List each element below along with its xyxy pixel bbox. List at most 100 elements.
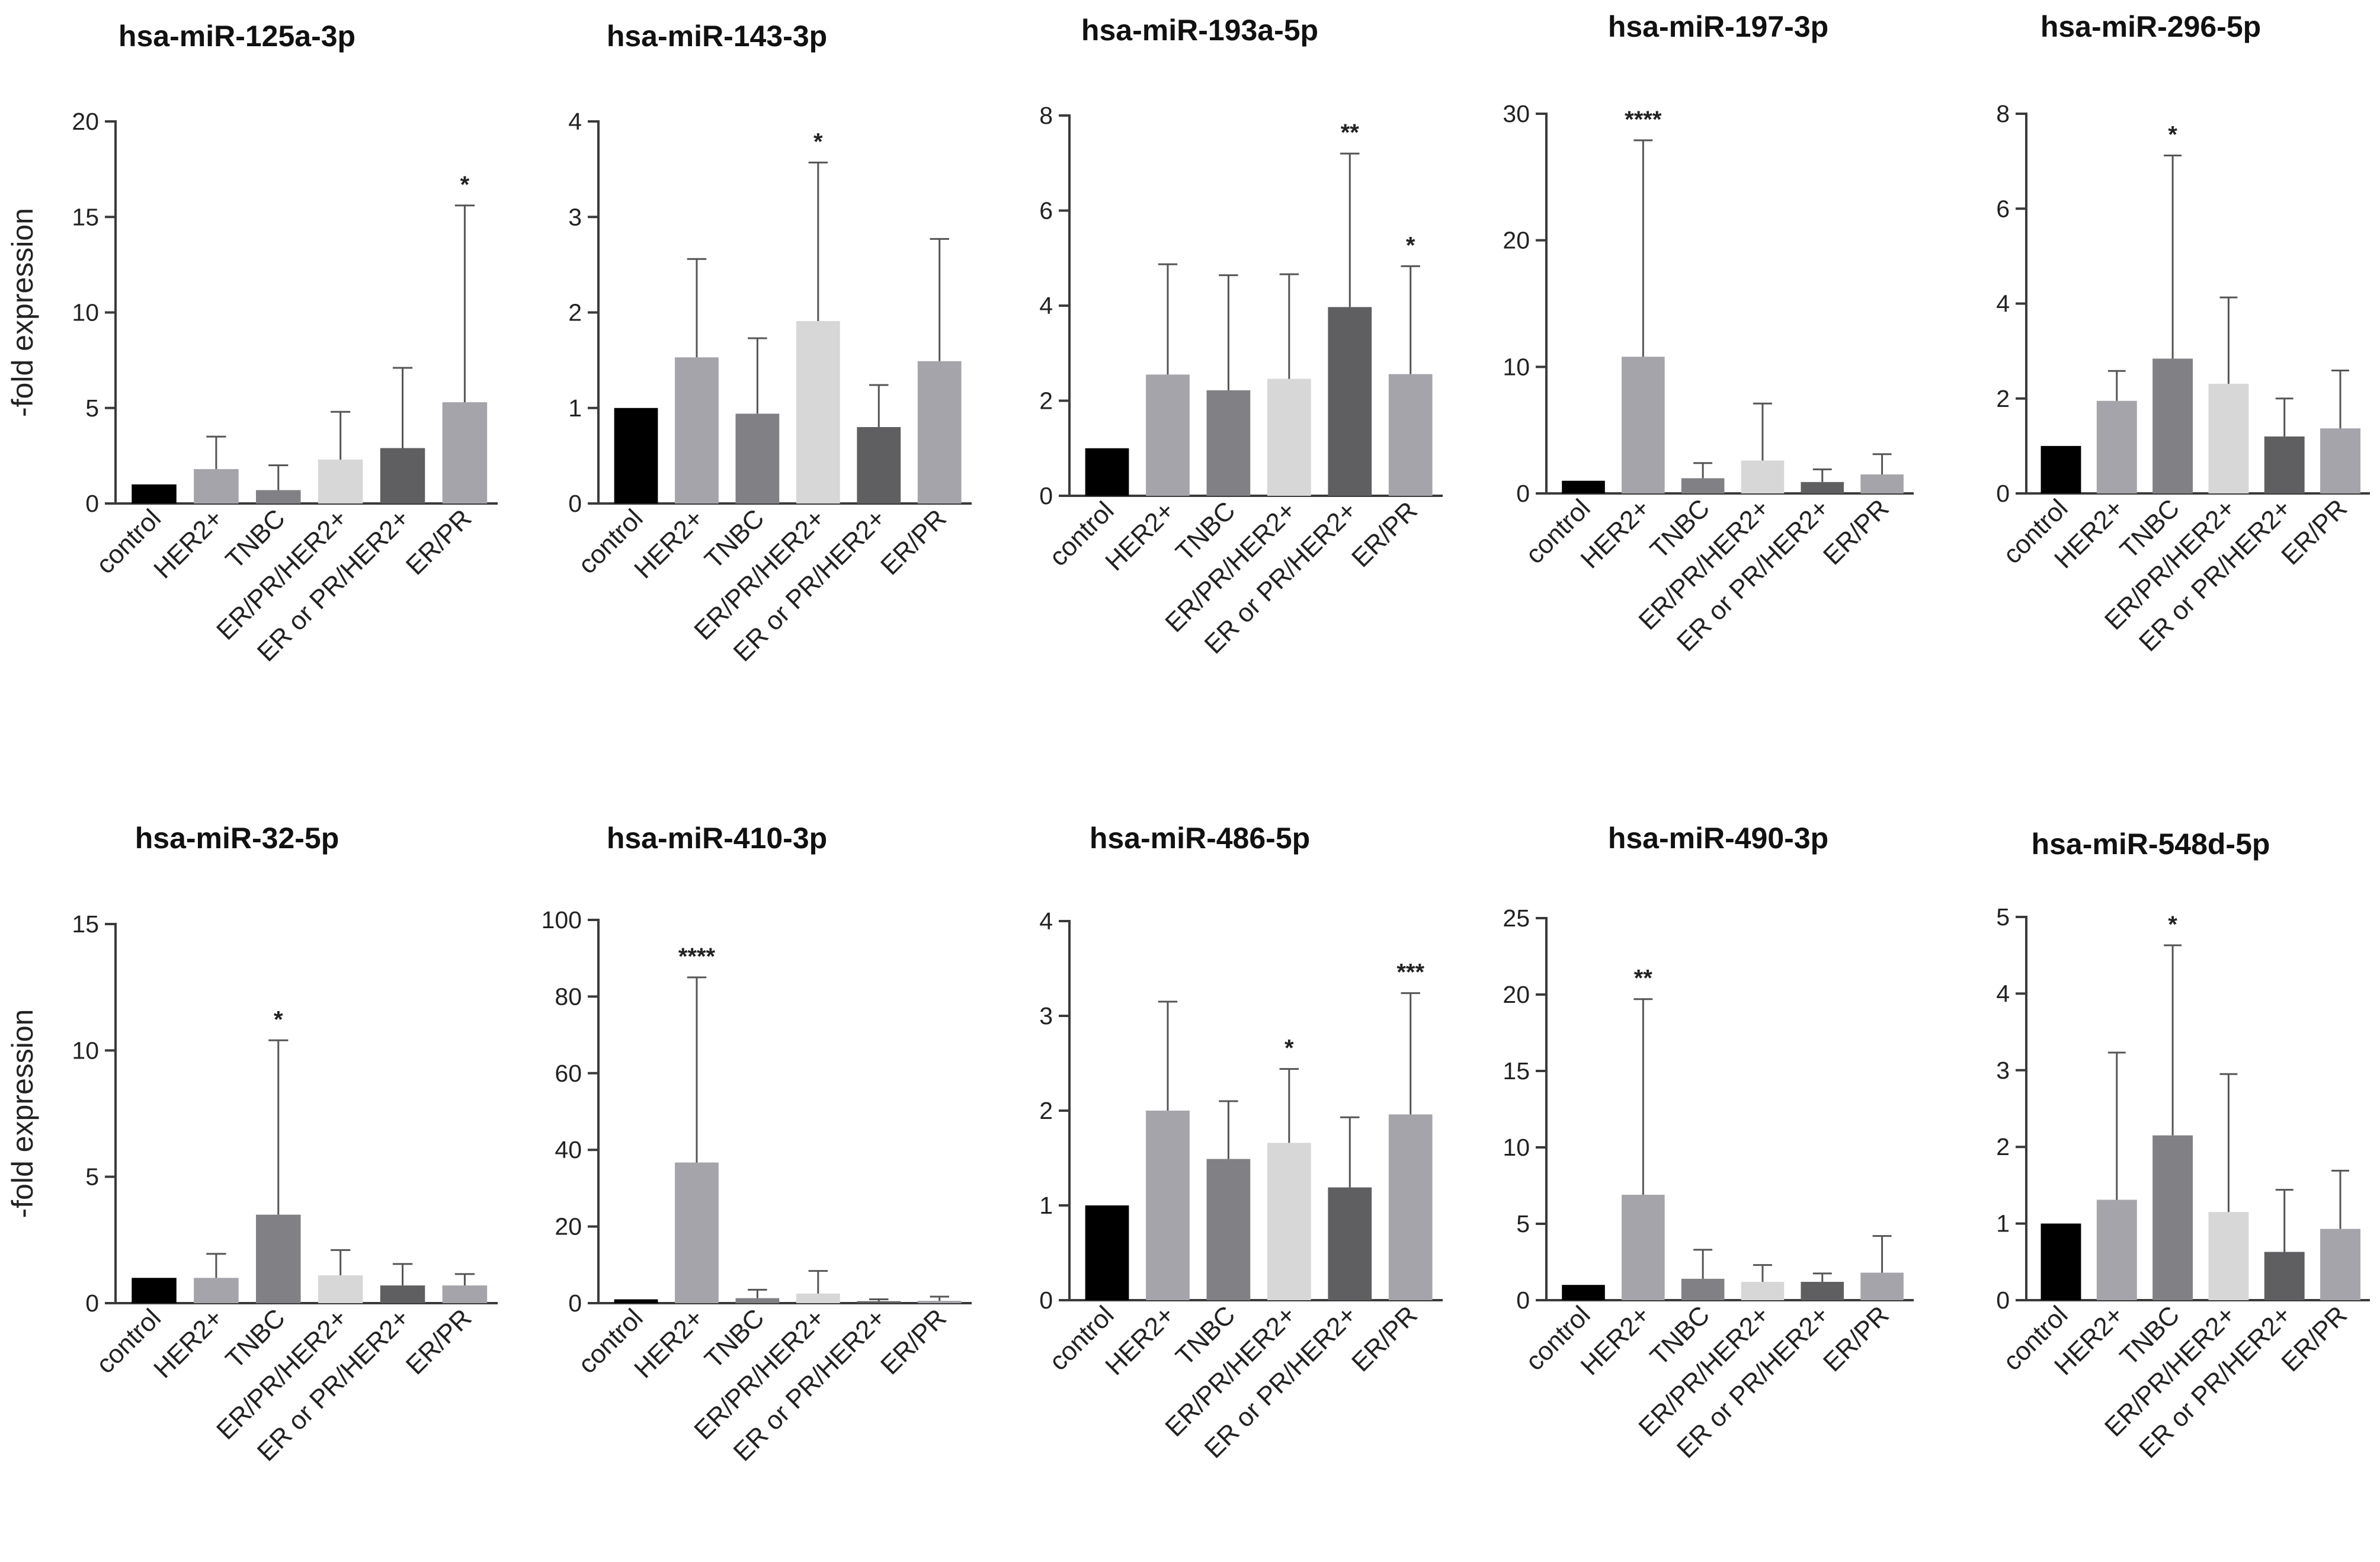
bar	[1801, 1282, 1844, 1300]
y-tick-label: 2	[568, 299, 582, 326]
y-tick-label: 0	[1516, 1287, 1530, 1314]
y-tick-label: 2	[1039, 387, 1053, 415]
significance-label: ****	[1625, 107, 1662, 133]
y-tick-label: 8	[1039, 102, 1053, 129]
y-tick-label: 1	[1039, 1192, 1053, 1219]
y-tick-label: 1	[568, 394, 582, 422]
y-tick-label: 0	[1516, 480, 1530, 507]
x-tick-label: ER/PR	[1818, 493, 1895, 570]
bar	[2208, 1212, 2249, 1300]
bar	[1328, 1187, 1372, 1300]
bar	[1622, 357, 1665, 493]
y-tick-label: 40	[555, 1136, 582, 1163]
bar	[2041, 445, 2081, 493]
bar	[1801, 482, 1844, 493]
bar	[442, 402, 488, 503]
y-tick-label: 25	[1503, 905, 1530, 932]
bar	[318, 1275, 363, 1303]
bar	[2096, 1199, 2137, 1300]
bar	[796, 321, 840, 503]
bar	[735, 1298, 780, 1303]
x-tick-label: HER2+	[629, 503, 709, 584]
x-tick-label: ER/PR	[875, 1303, 952, 1380]
significance-label: *	[813, 129, 823, 155]
bar	[2152, 358, 2193, 493]
y-tick-label: 4	[1039, 907, 1053, 935]
chart-title: hsa-miR-410-3p	[607, 822, 827, 855]
y-tick-label: 20	[72, 108, 99, 135]
bar	[1681, 1278, 1725, 1300]
significance-label: ****	[678, 944, 716, 970]
chart-title: hsa-miR-197-3p	[1608, 10, 1828, 43]
y-tick-label: 2	[1039, 1097, 1053, 1124]
bar	[1085, 1205, 1129, 1300]
y-tick-label: 60	[555, 1060, 582, 1087]
bar	[2320, 428, 2360, 493]
bar	[735, 413, 780, 503]
chart-panel: hsa-miR-410-3p020406080100control****HER…	[542, 822, 972, 1467]
chart-title: hsa-miR-125a-3p	[118, 20, 355, 53]
y-tick-label: 5	[1516, 1210, 1530, 1237]
x-tick-label: HER2+	[629, 1303, 709, 1384]
bar	[194, 469, 239, 503]
chart-title: hsa-miR-32-5p	[135, 822, 339, 855]
y-tick-label: 6	[1039, 197, 1053, 224]
y-tick-label: 6	[1996, 195, 2010, 222]
y-tick-label: 3	[1996, 1057, 2010, 1084]
bar	[1085, 448, 1129, 496]
x-tick-label: HER2+	[148, 1303, 229, 1384]
bar	[675, 1162, 719, 1303]
y-tick-label: 0	[85, 490, 99, 517]
chart-title: hsa-miR-548d-5p	[2032, 827, 2270, 861]
significance-label: *	[2168, 912, 2177, 938]
chart-title: hsa-miR-193a-5p	[1081, 14, 1318, 47]
bar	[1860, 474, 1904, 493]
chart-panel: hsa-miR-125a-3p05101520controlHER2+TNBCE…	[6, 20, 498, 667]
x-tick-label: HER2+	[148, 503, 229, 584]
y-tick-label: 3	[568, 203, 582, 230]
bar	[1206, 390, 1251, 496]
x-tick-label: ER/PR	[1818, 1300, 1895, 1377]
y-tick-label: 0	[1039, 482, 1053, 509]
y-tick-label: 4	[1996, 980, 2010, 1007]
bar	[1860, 1272, 1904, 1300]
y-tick-label: 0	[1996, 480, 2010, 507]
bar	[132, 484, 177, 503]
significance-label: **	[1634, 966, 1653, 992]
chart-panel: hsa-miR-193a-5p02468controlHER2+TNBCER/P…	[1039, 14, 1443, 659]
bar	[1267, 1143, 1311, 1300]
bar	[1741, 460, 1785, 493]
y-tick-label: 8	[1996, 100, 2010, 127]
bar	[256, 1214, 301, 1303]
chart-panel: hsa-miR-548d-5p012345controlHER2+*TNBCER…	[1996, 827, 2370, 1464]
significance-label: *	[274, 1006, 283, 1032]
y-tick-label: 10	[1503, 353, 1530, 380]
chart-panel: hsa-miR-32-5p051015controlHER2+*TNBCER/P…	[6, 822, 498, 1467]
bar	[132, 1278, 177, 1303]
bar	[1741, 1282, 1785, 1300]
y-tick-label: 5	[85, 1163, 99, 1191]
significance-label: *	[460, 172, 470, 198]
chart-title: hsa-miR-143-3p	[607, 20, 827, 53]
y-tick-label: 0	[568, 1290, 582, 1317]
y-tick-label: 0	[1996, 1287, 2010, 1314]
y-tick-label: 3	[1039, 1002, 1053, 1029]
y-tick-label: 80	[555, 983, 582, 1010]
bar	[442, 1285, 488, 1303]
bar	[2264, 436, 2305, 493]
bar	[1388, 1114, 1433, 1300]
bar	[2152, 1135, 2193, 1300]
x-tick-label: ER/PR	[401, 1303, 478, 1380]
bar	[857, 427, 901, 503]
y-axis-label: -fold expression	[6, 1009, 39, 1218]
bar	[1206, 1159, 1251, 1300]
bar	[1146, 1111, 1190, 1300]
y-tick-label: 5	[1996, 903, 2010, 931]
x-tick-label: ER/PR	[1346, 1300, 1423, 1377]
y-tick-label: 10	[72, 1037, 99, 1064]
y-tick-label: 15	[1503, 1057, 1530, 1085]
bar	[857, 1301, 901, 1303]
y-tick-label: 20	[555, 1213, 582, 1240]
bar	[380, 448, 425, 503]
bar	[675, 357, 719, 503]
